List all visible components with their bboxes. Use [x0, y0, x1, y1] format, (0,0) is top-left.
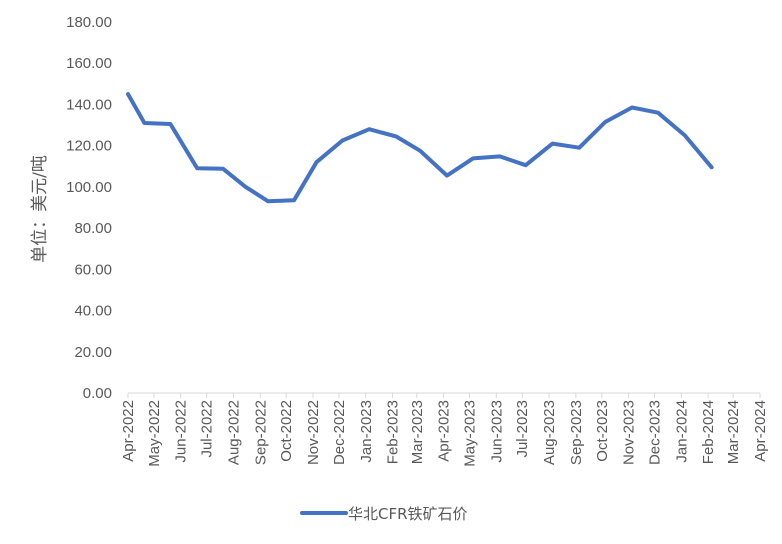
x-tick-label: Apr-2023 — [436, 400, 453, 462]
y-axis-label: 单位：美元/吨 — [30, 155, 50, 263]
y-tick-label: 160.00 — [66, 55, 112, 72]
y-tick-label: 20.00 — [74, 344, 112, 361]
y-tick-label: 100.00 — [66, 179, 112, 196]
series-group — [126, 92, 714, 204]
x-tick-label: Oct-2022 — [278, 400, 295, 462]
x-tick-label: Jan-2024 — [673, 400, 690, 463]
x-tick-label: Apr-2022 — [120, 400, 137, 462]
x-tick-label: Jul-2022 — [199, 400, 216, 458]
x-tick-label: Dec-2022 — [331, 400, 348, 465]
y-tick-label: 40.00 — [74, 303, 112, 320]
y-tick-label: 120.00 — [66, 138, 112, 155]
x-tick-label: May-2022 — [146, 400, 163, 467]
x-tick-label: Nov-2022 — [305, 400, 322, 465]
x-tick-label: Sep-2022 — [252, 400, 269, 465]
x-tick-label: Oct-2023 — [594, 400, 611, 462]
y-tick-label: 80.00 — [74, 220, 112, 237]
y-tick-label: 140.00 — [66, 96, 112, 113]
x-tick-label: May-2023 — [462, 400, 479, 467]
x-tick-label: Jun-2022 — [173, 400, 190, 463]
y-tick-label: 60.00 — [74, 261, 112, 278]
x-tick-label: Jul-2023 — [514, 400, 531, 458]
x-tick-label: Nov-2023 — [621, 400, 638, 465]
x-tick-label: Mar-2024 — [725, 400, 742, 464]
x-tick-label: Aug-2022 — [225, 400, 242, 465]
legend-label: 华北CFR铁矿石价 — [348, 505, 468, 523]
x-tick-label: Dec-2023 — [647, 400, 664, 465]
x-tick-label: Apr-2024 — [752, 400, 769, 462]
x-axis-ticks: Apr-2022 May-2022 Jun-2022 Jul-2022 Aug-2022… — [120, 393, 769, 467]
y-tick-label: 0.00 — [83, 385, 112, 402]
y-axis-ticks: 0.00 20.00 40.00 60.00 80.00 100.00 120.00 140.… — [66, 14, 112, 402]
x-tick-label: Feb-2024 — [700, 400, 717, 464]
legend: 华北CFR铁矿石价 — [300, 505, 468, 523]
series-line — [126, 92, 714, 204]
x-tick-label: Feb-2023 — [385, 400, 402, 464]
x-tick-label: Jan-2023 — [358, 400, 375, 463]
y-tick-label: 180.00 — [66, 14, 112, 31]
x-tick-label: Aug-2023 — [541, 400, 558, 465]
x-tick-label: Jun-2023 — [488, 400, 505, 463]
x-tick-label: Mar-2023 — [409, 400, 426, 464]
x-tick-label: Sep-2023 — [568, 400, 585, 465]
